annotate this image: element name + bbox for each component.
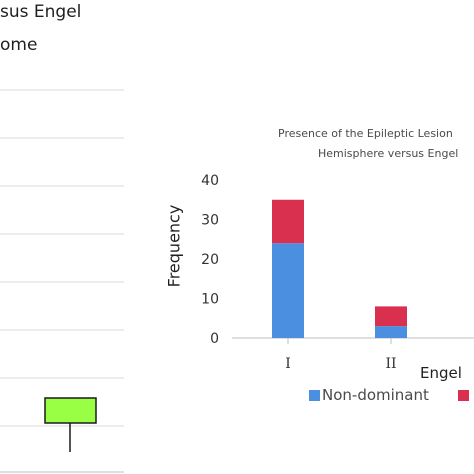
y-tick-label: 10 <box>201 292 219 308</box>
legend-label-non-dominant: Non-dominant <box>322 386 429 404</box>
chart-title-line-1: Presence of the Epileptic Lesion <box>278 127 453 140</box>
bar-II-series-0 <box>375 326 407 338</box>
y-tick-label: 0 <box>210 331 219 347</box>
x-tick-label: II <box>385 356 396 372</box>
left-chart-title-line-1: sus Engel <box>0 2 82 22</box>
bar-I-series-0 <box>272 243 304 338</box>
legend-swatch-second-series <box>458 390 469 401</box>
chart-title-line-2: Hemisphere versus Engel <box>318 147 459 160</box>
y-tick-label: 20 <box>201 252 219 268</box>
left-chart-title-line-2: ome <box>0 35 38 55</box>
y-tick-label: 40 <box>201 173 219 189</box>
y-tick-label: 30 <box>201 213 219 229</box>
bar-II-series-1 <box>375 306 407 327</box>
bar-I-series-1 <box>272 199 304 244</box>
legend-swatch-non-dominant <box>309 390 320 401</box>
x-axis-label: Engel <box>420 364 462 382</box>
x-tick-label: I <box>285 356 291 372</box>
